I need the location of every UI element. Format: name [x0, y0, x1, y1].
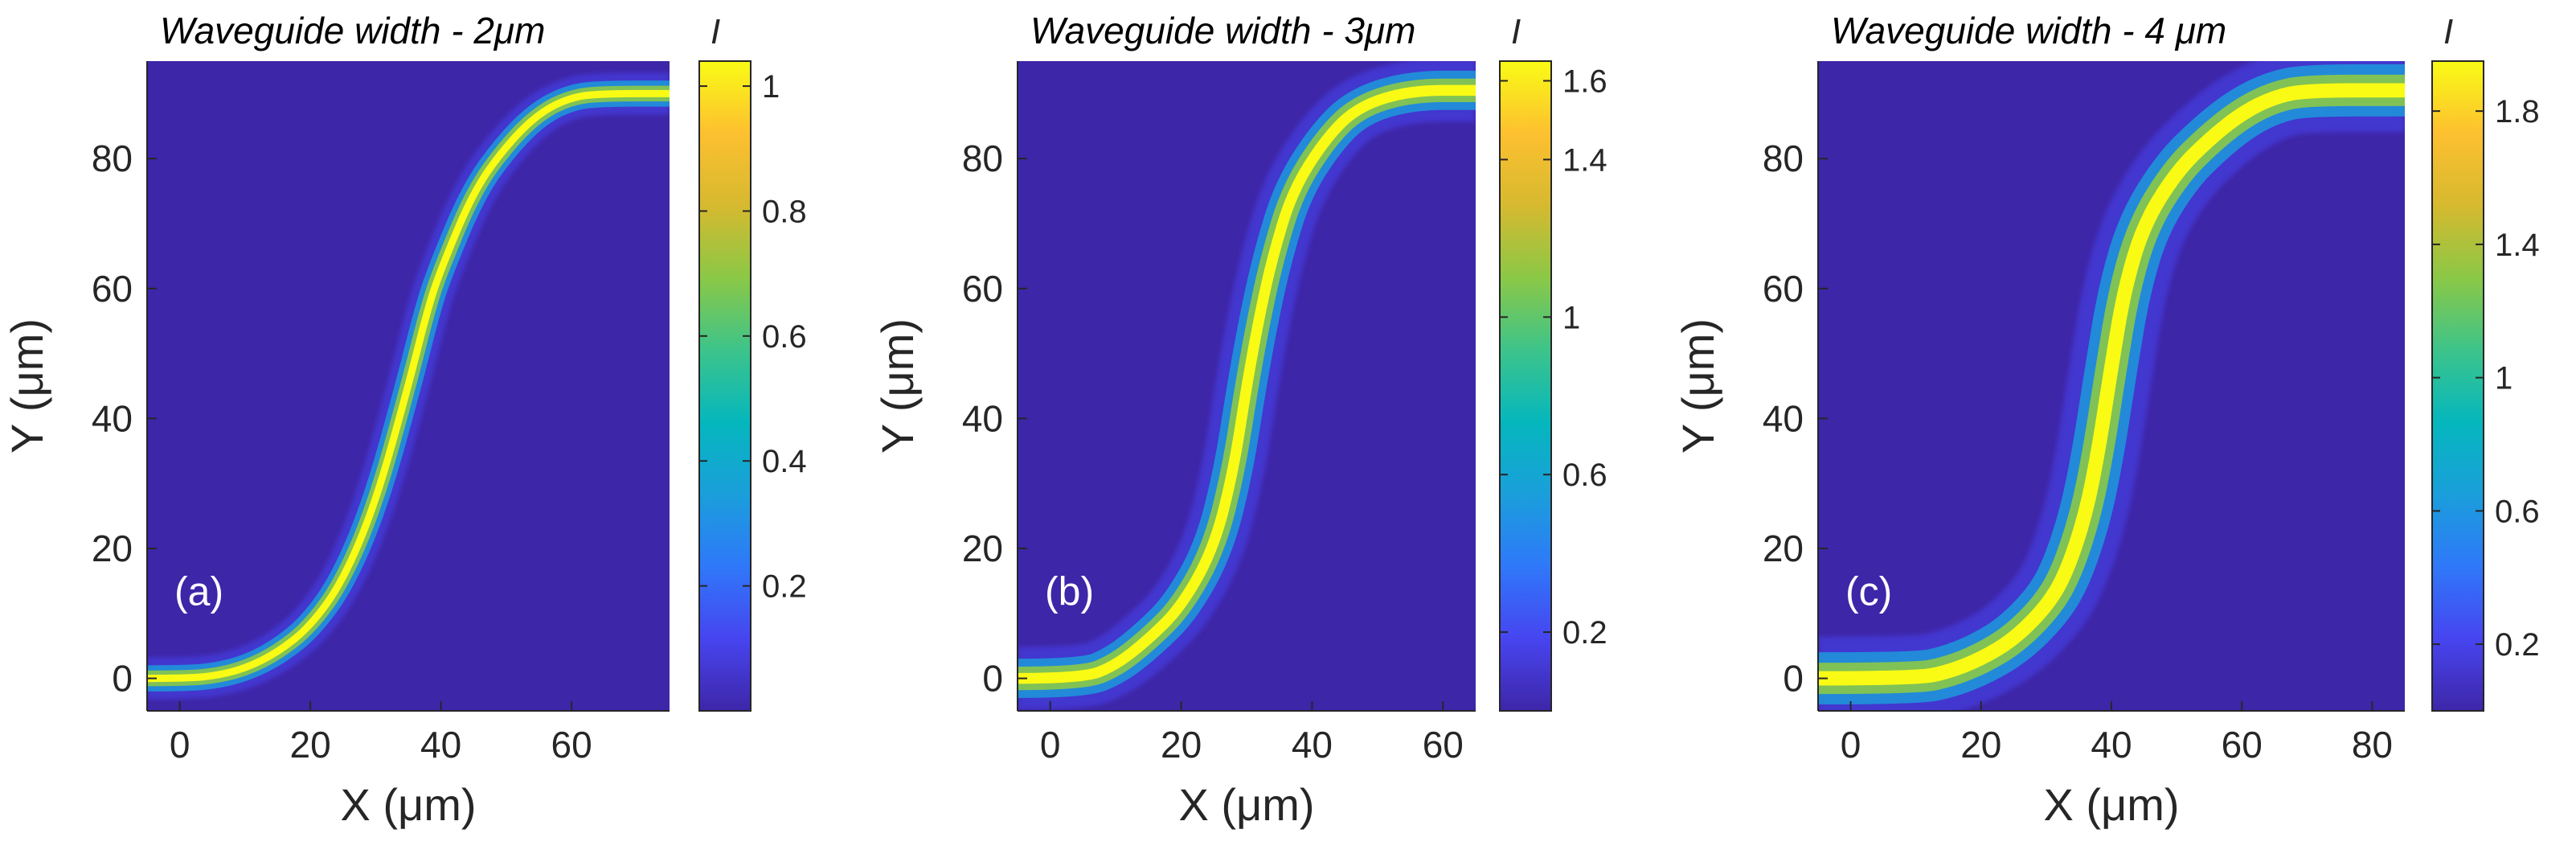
colorbar-frame [698, 60, 752, 712]
colorbar-gradient [699, 61, 751, 711]
colorbar-gradient [1500, 61, 1551, 711]
colorbar-tick-label: 1 [1562, 300, 1580, 335]
panel-1: 0 20 40 60 0 20 40 60 80 X (μm) Y (μm) Waveguide wi… [2, 10, 807, 830]
y-axis-title: Y (μm) [1673, 318, 1723, 454]
y-tick-label: 60 [92, 268, 133, 310]
colorbar: 0.2 0.6 1 1.4 1.8 I [2431, 12, 2540, 712]
x-tick-label: 0 [170, 724, 190, 766]
beam-path [1018, 61, 1476, 710]
x-tick-label: 40 [1292, 724, 1333, 766]
y-tick-label: 20 [92, 528, 133, 569]
beam-layer-3 [147, 89, 670, 683]
y-tick-label: 0 [1783, 658, 1804, 700]
plot-title: Waveguide width - 4 μm [1831, 10, 2226, 51]
colorbar-tick-label: 1 [762, 69, 780, 105]
colorbar-title: I [1511, 12, 1521, 51]
y-tick-label: 20 [962, 528, 1003, 569]
beam-path [147, 72, 670, 700]
panel-label: (b) [1045, 569, 1094, 614]
y-tick-label: 80 [1763, 138, 1804, 179]
colorbar-title: I [2443, 12, 2453, 51]
colorbar: 0.2 0.6 1 1.4 1.6 I [1499, 12, 1607, 712]
y-tick-label: 60 [962, 268, 1003, 310]
panel-label: (c) [1845, 569, 1892, 614]
colorbar: 0.2 0.4 0.6 0.8 1 I [698, 12, 807, 712]
colorbar-tick-label: 0.2 [1562, 615, 1607, 651]
beam-layer-3 [1818, 83, 2405, 686]
y-tick-label: 0 [982, 658, 1003, 700]
x-axis-title: X (μm) [1178, 779, 1314, 830]
colorbar-tick-label: 0.6 [1562, 458, 1607, 493]
colorbar-tick-label: 1.4 [1562, 142, 1607, 178]
x-tick-label: 60 [551, 724, 592, 766]
y-axis-title: Y (μm) [2, 318, 52, 454]
colorbar-tick-label: 0.2 [2495, 627, 2540, 663]
y-tick-label: 40 [1763, 397, 1804, 439]
colorbar-tick-label: 1.8 [2495, 94, 2540, 129]
y-tick-label: 60 [1763, 268, 1804, 310]
y-tick-label: 0 [112, 658, 133, 700]
y-tick-label: 20 [1763, 528, 1804, 569]
plot-title: Waveguide width - 3μm [1030, 10, 1415, 51]
beam-path [1818, 61, 2405, 711]
x-axis-title: X (μm) [2043, 779, 2179, 830]
panel-2: 0 20 40 60 0 20 40 60 80 X (μm) Y (μm) Waveguide wi… [872, 10, 1607, 830]
y-tick-label: 80 [962, 138, 1003, 179]
x-tick-label: 80 [2352, 724, 2393, 766]
x-tick-label: 20 [290, 724, 331, 766]
x-axis-title: X (μm) [340, 779, 476, 830]
x-tick-label: 0 [1040, 724, 1061, 766]
colorbar-frame [2431, 60, 2484, 712]
x-tick-label: 20 [1960, 724, 2001, 766]
plot-title: Waveguide width - 2μm [160, 10, 545, 51]
y-tick-label: 40 [962, 397, 1003, 439]
colorbar-title: I [711, 12, 720, 51]
panel-label: (a) [174, 569, 223, 614]
colorbar-tick-label: 0.6 [762, 319, 807, 355]
y-tick-label: 40 [92, 397, 133, 439]
x-tick-label: 40 [2091, 724, 2132, 766]
colorbar-tick-label: 1 [2495, 361, 2513, 396]
colorbar-frame [1499, 60, 1552, 712]
colorbar-gradient [2432, 61, 2484, 711]
x-tick-label: 20 [1161, 724, 1202, 766]
x-tick-label: 40 [420, 724, 461, 766]
colorbar-tick-label: 0.6 [2495, 494, 2540, 529]
x-tick-label: 60 [1423, 724, 1464, 766]
colorbar-tick-label: 0.2 [762, 569, 807, 605]
colorbar-tick-label: 1.4 [2495, 228, 2540, 263]
panel-3: 0 20 40 60 80 0 20 40 60 80 X (μm) Y (μm) Waveguide … [1673, 10, 2540, 830]
colorbar-tick-label: 0.4 [762, 444, 807, 479]
x-tick-label: 60 [2222, 724, 2263, 766]
beam-layer-3 [1018, 84, 1476, 684]
x-tick-label: 0 [1841, 724, 1861, 766]
y-axis-title: Y (μm) [872, 318, 923, 454]
y-tick-label: 80 [92, 138, 133, 179]
colorbar-tick-label: 0.8 [762, 194, 807, 229]
colorbar-tick-label: 1.6 [1562, 64, 1607, 99]
